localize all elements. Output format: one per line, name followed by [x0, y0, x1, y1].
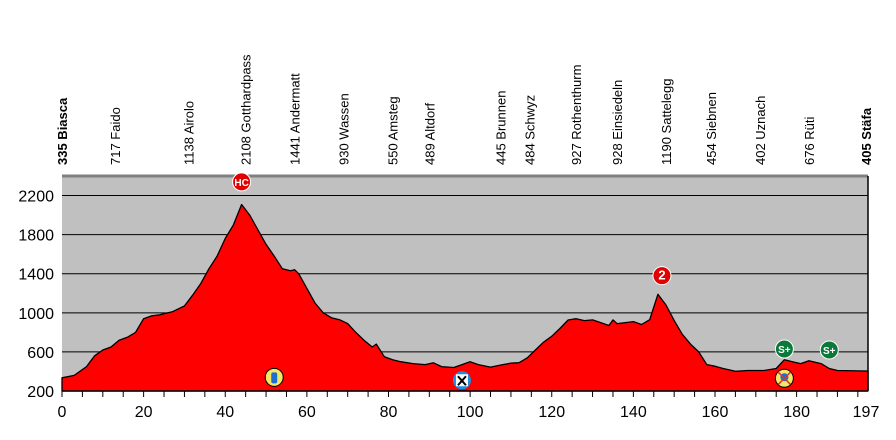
place-label: 484 Schwyz: [522, 95, 537, 165]
place-label: 454 Siebnen: [704, 92, 719, 165]
place-label: 717 Faido: [108, 107, 123, 165]
x-tick-label: 80: [380, 404, 398, 421]
place-label: 927 Rothenthurm: [569, 65, 584, 165]
x-tick-label: 40: [216, 404, 234, 421]
x-tick-label: 60: [298, 404, 316, 421]
climb-category-badge: [232, 172, 252, 192]
sprint-label: S+: [778, 345, 791, 356]
sprint-badge: [774, 339, 794, 359]
x-tick-label: 120: [538, 404, 565, 421]
x-tick-label: 0: [58, 404, 67, 421]
climb-category-badge: [652, 266, 672, 286]
place-label: 676 Rüti: [802, 116, 817, 165]
wrench-cross-icon: [457, 375, 467, 386]
y-tick-label: 2200: [18, 189, 54, 206]
y-tick-label: 1000: [18, 306, 54, 323]
sprint-badge: [819, 340, 839, 360]
x-tick-label: 20: [135, 404, 153, 421]
place-label: 445 Brunnen: [494, 91, 509, 165]
x-tick-label: 140: [620, 404, 647, 421]
place-label: 930 Wassen: [337, 93, 352, 165]
x-tick-label: 160: [702, 404, 729, 421]
place-label: 335 Biasca: [55, 97, 70, 165]
y-tick-label: 1800: [18, 228, 54, 245]
place-label: 405 Stäfa: [859, 107, 874, 165]
place-label: 550 Amsteg: [386, 96, 401, 165]
cross-icon: [777, 371, 791, 385]
place-label: 1190 Sattelegg: [659, 79, 674, 166]
y-tick-label: 1400: [18, 267, 54, 284]
x-tick-label: 100: [457, 404, 484, 421]
x-tick-label: 180: [783, 404, 810, 421]
x-tick-label: 197: [853, 404, 880, 421]
place-label: 1441 Andermatt: [288, 73, 303, 165]
elevation-profile-area: [61, 203, 869, 392]
place-label: 928 Einsiedeln: [610, 80, 625, 165]
climb-category-label: HC: [234, 178, 248, 189]
climb-category-label: 2: [658, 268, 665, 283]
sprint-label: S+: [823, 346, 836, 357]
y-tick-label: 200: [27, 384, 54, 401]
place-label: 2108 Gotthardpass: [239, 54, 254, 165]
place-label: 489 Altdorf: [422, 102, 437, 165]
place-label: 402 Uznach: [753, 96, 768, 165]
bottle-icon: [271, 372, 278, 384]
y-tick-label: 600: [27, 345, 54, 362]
place-label: 1138 Airolo: [182, 101, 197, 165]
